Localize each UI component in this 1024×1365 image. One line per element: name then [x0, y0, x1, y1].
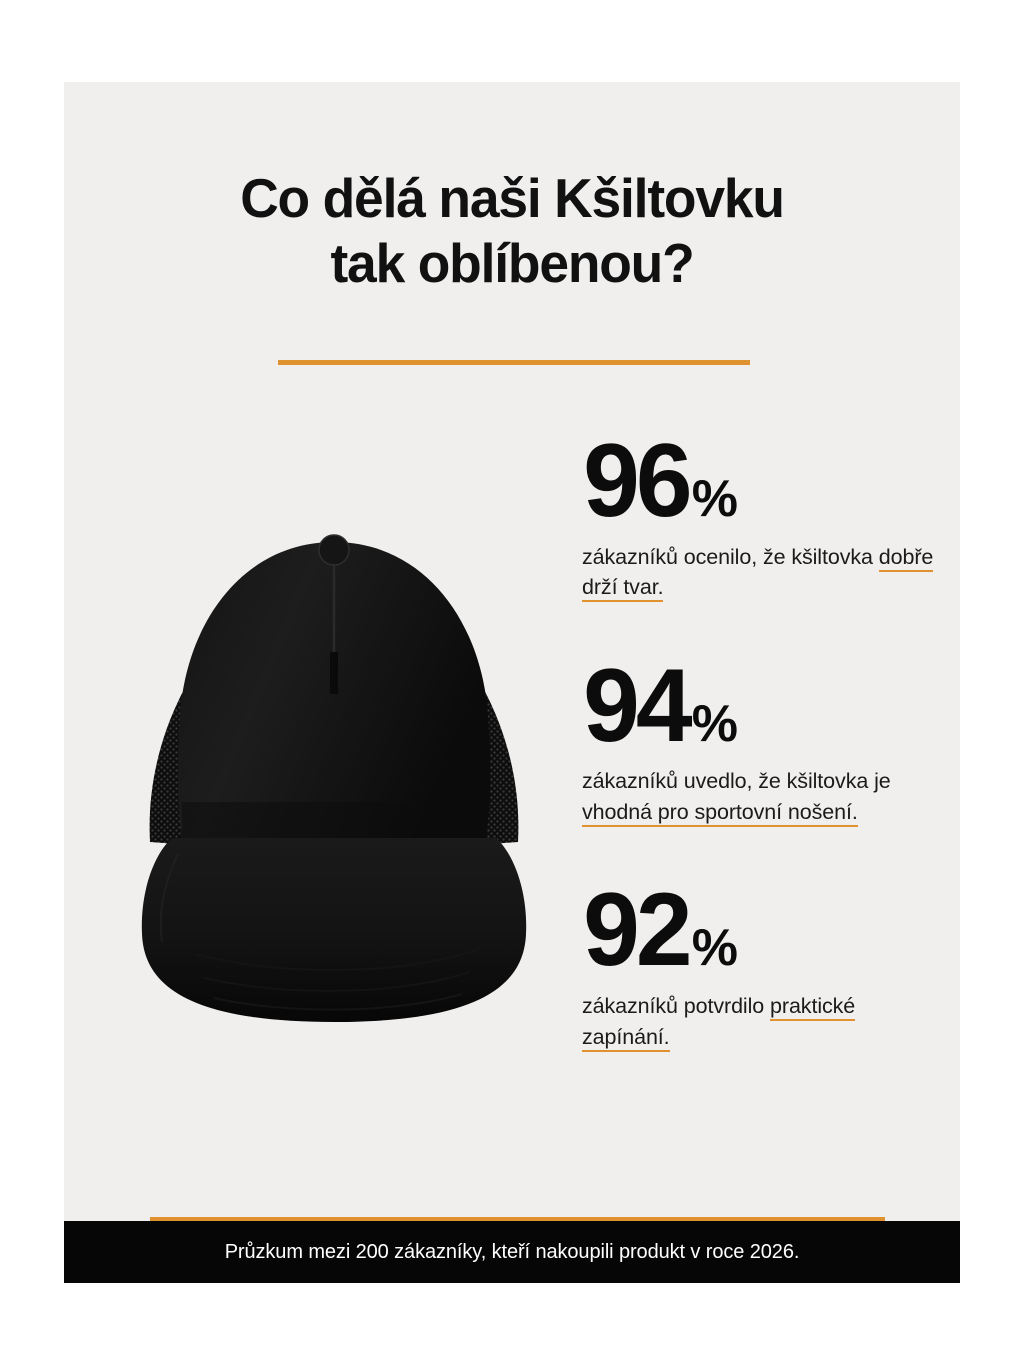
- stats-list: 96 % zákazníků ocenilo, že kšiltovka dob…: [582, 423, 942, 1052]
- cap-brim-stitch-3: [203, 971, 471, 992]
- footer-note: Průzkum mezi 200 zákazníky, kteří nakoup…: [224, 1240, 800, 1263]
- title-heading: Co dělá naši Kšiltovku tak oblíbenou?: [77, 166, 946, 296]
- stat-number: 94: [583, 647, 692, 764]
- stat-description-plain: zákazníků ocenilo, že kšiltovka: [582, 544, 873, 569]
- cap-brim-stitch-4: [193, 949, 479, 971]
- product-photo: [94, 502, 574, 1062]
- cap-seam-notch: [330, 652, 338, 694]
- stat-description-plain: zákazníků uvedlo, že kšiltovka je: [582, 769, 891, 794]
- stat-percent-sign: %: [691, 694, 738, 753]
- page-title: Co dělá naši Kšiltovku tak oblíbenou?: [64, 166, 960, 296]
- stat-description-highlight: praktické zapínání.: [582, 994, 855, 1052]
- stat-description: zákazníků potvrdilo praktické zapínání.: [582, 991, 942, 1052]
- stat-percent-sign: %: [691, 919, 738, 978]
- cap-illustration: [141, 534, 527, 1022]
- stat-number: 96: [583, 423, 692, 539]
- stat-value-row: 96 %: [582, 423, 942, 539]
- stat-description-plain: zákazníků potvrdilo: [582, 994, 765, 1019]
- footer-bar: Průzkum mezi 200 zákazníky, kteří nakoup…: [64, 1221, 960, 1283]
- stat-number: 92: [583, 872, 692, 989]
- stat-item: 96 % zákazníků ocenilo, že kšiltovka dob…: [582, 423, 942, 603]
- stat-value-row: 94 %: [582, 647, 942, 764]
- title-divider: [278, 360, 750, 365]
- stat-description-highlight: vhodná pro sportovní nošení.: [582, 799, 858, 827]
- cap-band: [182, 802, 486, 838]
- cap-brim: [141, 838, 527, 1022]
- stat-value-row: 92 %: [582, 872, 942, 989]
- stat-description: zákazníků ocenilo, že kšiltovka dobře dr…: [582, 542, 942, 603]
- stat-description: zákazníků uvedlo, že kšiltovka je vhodná…: [582, 766, 942, 827]
- cap-brim-stitch-2: [213, 993, 463, 1011]
- cap-button: [319, 535, 349, 565]
- infographic-poster: Co dělá naši Kšiltovku tak oblíbenou?: [64, 82, 960, 1283]
- title-line-2: tak oblíbenou?: [330, 231, 694, 294]
- footer-accent-rule: [150, 1217, 885, 1221]
- stat-item: 94 % zákazníků uvedlo, že kšiltovka je v…: [582, 647, 942, 828]
- stat-percent-sign: %: [691, 470, 738, 528]
- stat-description-highlight: dobře drží tvar.: [582, 544, 933, 603]
- cap-brim-stitch-1: [159, 853, 179, 943]
- cap-button-ring: [318, 534, 350, 566]
- stat-item: 92 % zákazníků potvrdilo praktické zapín…: [582, 872, 942, 1052]
- title-line-1: Co dělá naši Kšiltovku: [240, 167, 785, 229]
